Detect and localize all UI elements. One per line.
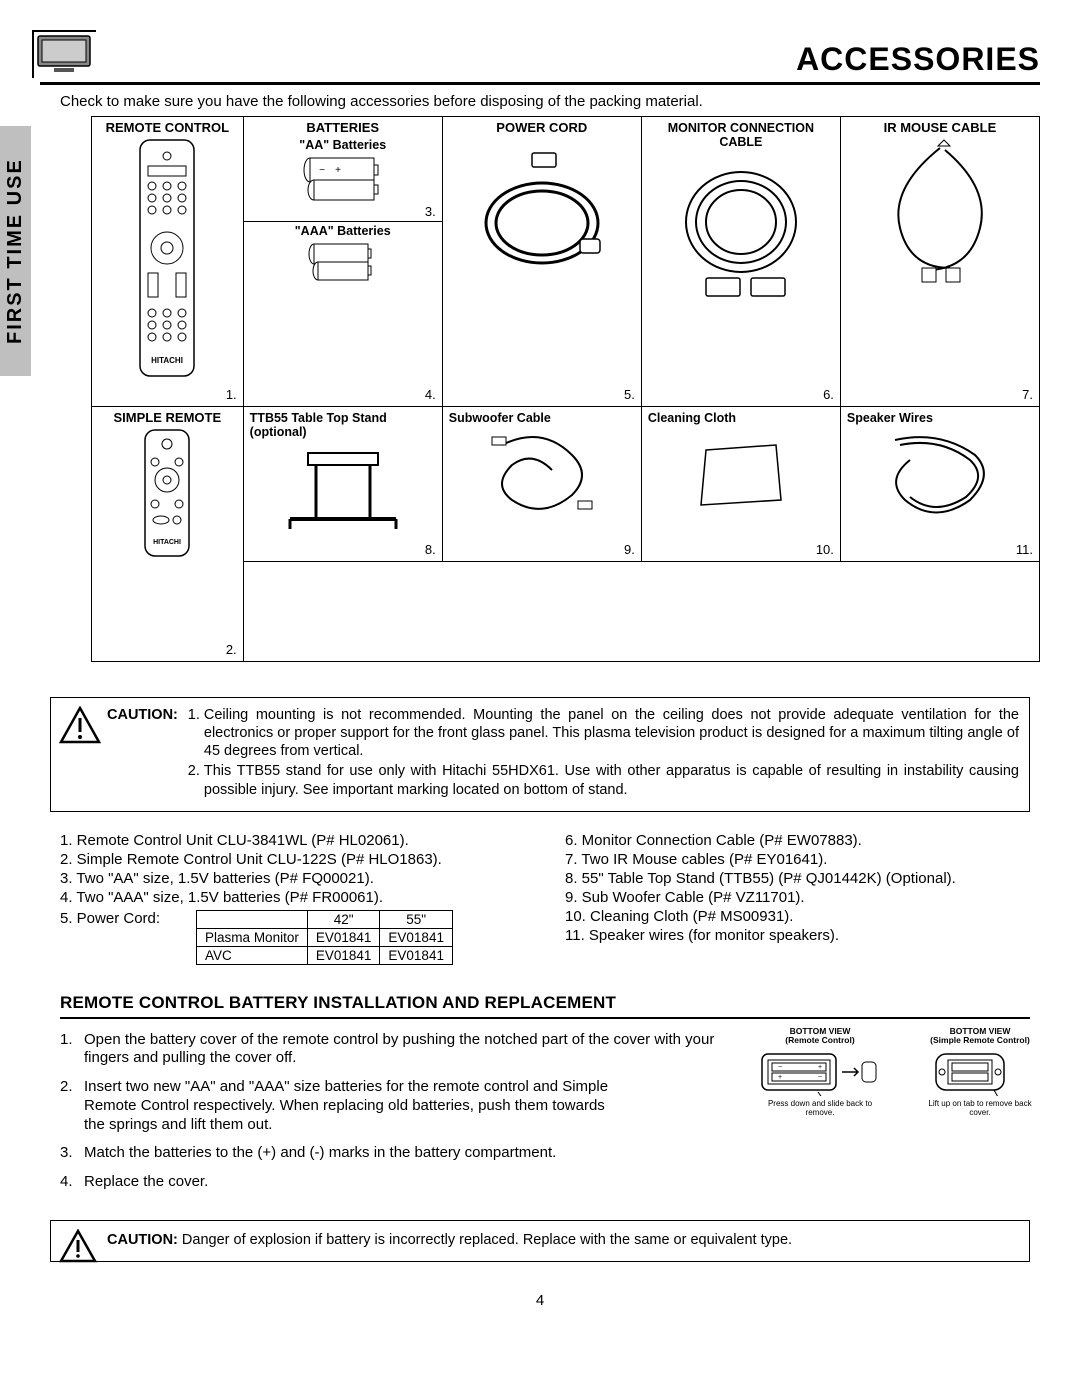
install-steps: 1.Open the battery cover of the remote c… <box>60 1031 730 1192</box>
cell-simple-remote: SIMPLE REMOTE HITACHI <box>92 407 244 662</box>
cloth-icon <box>686 430 796 520</box>
battery-heading: REMOTE CONTROL BATTERY INSTALLATION AND … <box>60 993 1030 1019</box>
caution1-item1: Ceiling mounting is not recommended. Mou… <box>204 706 1019 760</box>
page-header: ACCESSORIES <box>40 30 1040 85</box>
cell-subwoofer: Subwoofer Cable 9. <box>442 407 641 562</box>
simple-remote-bottom-view-icon <box>930 1048 1030 1096</box>
svg-text:+: + <box>818 1064 822 1071</box>
aaa-batteries-icon <box>304 242 382 282</box>
ir-mouse-cable-icon <box>870 138 1010 288</box>
page-title: ACCESSORIES <box>796 41 1040 78</box>
svg-text:−: − <box>319 165 325 176</box>
speaker-wires-icon <box>880 425 1000 525</box>
cell-ttb55: TTB55 Table Top Stand (optional) <box>243 407 442 562</box>
svg-text:+: + <box>335 165 341 176</box>
stand-icon <box>278 439 408 539</box>
cell-ir-mouse: IR MOUSE CABLE 7. <box>840 117 1039 407</box>
parts-list: 1. Remote Control Unit CLU-3841WL (P# HL… <box>60 830 1030 965</box>
svg-text:−: − <box>818 1074 822 1081</box>
cell-empty <box>243 562 1039 662</box>
tv-icon <box>32 30 96 78</box>
subwoofer-cable-icon <box>482 425 602 525</box>
cell-power-cord: POWER CORD 5. <box>442 117 641 407</box>
accessories-grid: REMOTE CONTROL <box>91 116 1040 662</box>
svg-text:+: + <box>778 1074 782 1081</box>
warning-icon <box>59 1229 97 1269</box>
monitor-cable-icon <box>671 152 811 302</box>
cell-monitor-cable: MONITOR CONNECTION CABLE 6. <box>641 117 840 407</box>
svg-text:−: − <box>778 1064 782 1071</box>
caution-box-2: CAUTION: Danger of explosion if battery … <box>50 1220 1030 1262</box>
svg-text:HITACHI: HITACHI <box>151 356 183 365</box>
intro-text: Check to make sure you have the followin… <box>60 93 1040 110</box>
cell-remote-control: REMOTE CONTROL <box>92 117 244 407</box>
caution1-item2: This TTB55 stand for use only with Hitac… <box>204 762 1019 798</box>
remote-bottom-view-icon: − + + − <box>760 1048 880 1096</box>
simple-remote-icon: HITACHI <box>137 428 197 558</box>
warning-icon <box>59 706 101 749</box>
bottom-view-diagrams: BOTTOM VIEW (Remote Control) −+ +− Press… <box>760 1027 1040 1118</box>
cell-batteries: BATTERIES "AA" Batteries +− 3. "AAA" Bat… <box>243 117 442 407</box>
cell-speaker-wires: Speaker Wires 11. <box>840 407 1039 562</box>
remote-control-icon: HITACHI <box>132 138 202 378</box>
power-cord-icon <box>472 143 612 283</box>
caution-box-1: CAUTION: Ceiling mounting is not recomme… <box>50 697 1030 812</box>
power-cord-table: 42"55" Plasma MonitorEV01841EV01841 AVCE… <box>196 910 453 965</box>
svg-text:HITACHI: HITACHI <box>153 539 181 546</box>
side-tab: FIRST TIME USE <box>0 126 31 376</box>
page-number: 4 <box>40 1292 1040 1309</box>
aa-batteries-icon: +− <box>298 156 388 202</box>
cell-cloth: Cleaning Cloth 10. <box>641 407 840 562</box>
